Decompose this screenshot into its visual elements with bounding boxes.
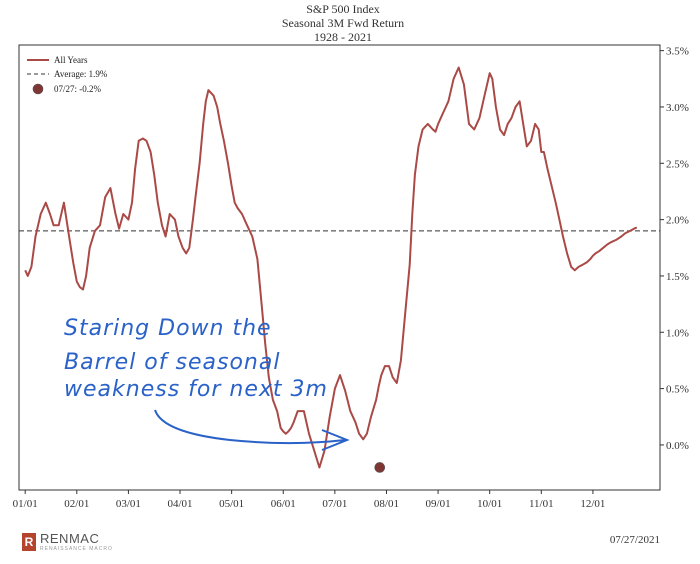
x-tick-label: 01/01 (13, 498, 38, 510)
chart-title: S&P 500 Index (306, 2, 380, 16)
annotation-line-3: weakness for next 3m (64, 377, 328, 402)
marker-group (374, 462, 386, 473)
series-line-all-years (24, 66, 638, 469)
logo-text: RENMAC (40, 531, 100, 546)
x-tick-label: 12/01 (580, 498, 605, 510)
x-tick-label: 03/01 (116, 498, 141, 510)
y-tick-label: 2.0% (666, 215, 689, 227)
x-tick-label: 06/01 (271, 498, 296, 510)
legend-label-marker: 07/27: -0.2% (54, 84, 101, 94)
annotation-arrow (154, 409, 346, 444)
chart-period: 1928 - 2021 (314, 30, 372, 44)
x-tick-label: 11/01 (529, 498, 554, 510)
y-tick-label: 3.5% (666, 46, 689, 58)
chart-subtitle: Seasonal 3M Fwd Return (282, 16, 404, 30)
x-tick-label: 02/01 (64, 498, 89, 510)
legend-label-all-years: All Years (54, 55, 88, 65)
x-tick-label: 07/01 (322, 498, 347, 510)
y-tick-label: 2.5% (666, 158, 689, 170)
footer-date: 07/27/2021 (609, 534, 660, 546)
logo-mark: R (22, 532, 36, 551)
y-tick-label: 0.0% (666, 440, 689, 452)
x-tick-label: 10/01 (477, 498, 502, 510)
plot-frame (18, 44, 661, 491)
x-tick-label: 04/01 (167, 498, 192, 510)
renmac-logo: R RENMAC RENAISSANCE MACRO (22, 531, 113, 552)
y-tick-label: 3.0% (666, 102, 689, 114)
x-tick-label: 08/01 (374, 498, 399, 510)
legend-label-average: Average: 1.9% (54, 69, 108, 79)
logo-subtext: RENAISSANCE MACRO (40, 546, 113, 552)
legend: All Years Average: 1.9% 07/27: -0.2% (27, 55, 108, 95)
handwritten-annotation: Staring Down the Barrel of seasonal weak… (64, 316, 350, 451)
y-tick-label: 1.5% (666, 271, 689, 283)
annotation-line-1: Staring Down the (64, 316, 272, 341)
current-date-marker (374, 462, 386, 473)
y-tick-label: 0.5% (666, 384, 689, 396)
legend-marker (32, 83, 44, 95)
series-group (24, 66, 638, 469)
annotation-arrowhead (321, 429, 350, 451)
annotation-line-2: Barrel of seasonal (64, 350, 280, 375)
x-tick-label: 05/01 (219, 498, 244, 510)
y-tick-label: 1.0% (666, 327, 689, 339)
x-axis: 01/01 02/01 03/01 04/01 05/01 06/01 07/01 08/01… (13, 490, 605, 510)
y-axis: 0.0% 0.5% 1.0% 1.5% 2.0% 2.5% 3.0% 3.5% (660, 46, 689, 452)
x-tick-label: 09/01 (426, 498, 451, 510)
